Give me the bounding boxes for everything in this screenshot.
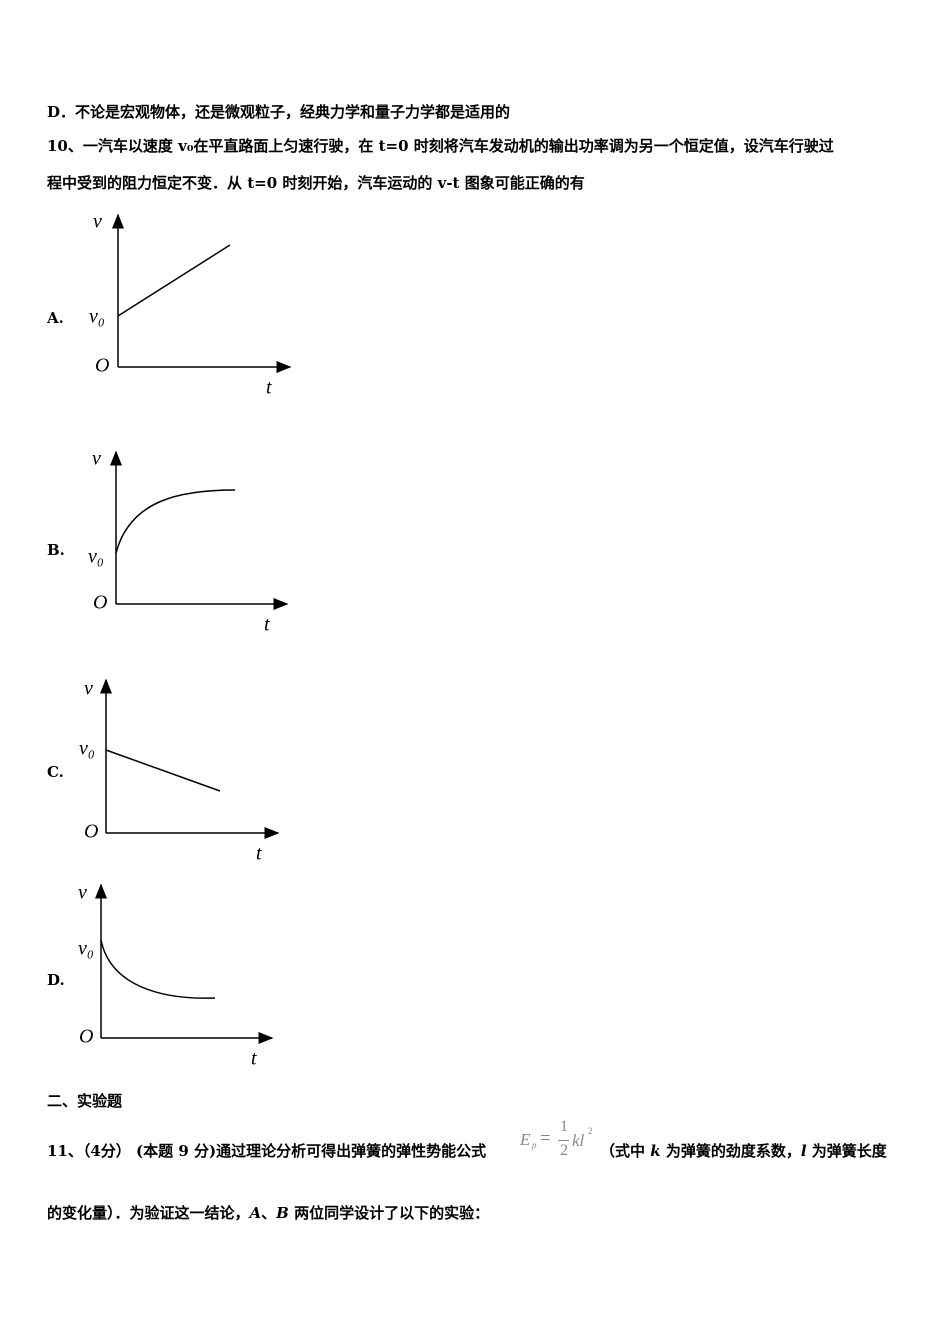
axis-label: O (93, 592, 107, 614)
graph-a: v v₀ O t (89, 211, 292, 399)
axis-label: t (256, 843, 262, 865)
option-label: B. (47, 541, 65, 559)
text: 、 (261, 1204, 277, 1222)
text: A (249, 1204, 262, 1222)
text: 为弹簧长度 (806, 1142, 887, 1160)
graph-d: v v₀ O t (78, 882, 274, 1070)
formula-part: 1 (560, 1118, 568, 1135)
axis-label: t (266, 377, 272, 399)
formula-part: 2 (588, 1126, 593, 1136)
text: 为弹簧的劲度系数， (660, 1142, 801, 1160)
curve (105, 749, 221, 792)
question-text: （式中 k 为弹簧的劲度系数，l 为弹簧长度 (600, 1141, 887, 1161)
text: k (650, 1142, 661, 1160)
graphs: v v₀ O t v v₀ O t v v₀ O t (78, 211, 292, 1070)
option-label: D. (47, 971, 65, 989)
question-text: 的变化量）．为验证这一结论，A、B 两位同学设计了以下的实验： (47, 1203, 489, 1223)
text: l (800, 1142, 807, 1160)
question-text: 10、一汽车以速度 v₀在平直路面上匀速行驶，在 t=0 时刻将汽车发动机的输出… (47, 137, 834, 155)
option-label: C. (47, 763, 64, 781)
question-text: 11、（4分） (本题 9 分)通过理论分析可得出弹簧的弹性势能公式 (47, 1142, 487, 1160)
option-text: 不论是宏观物体，还是微观粒子，经典力学和量子力学都是适用的 (75, 103, 511, 121)
option-line: D．不论是宏观物体，还是微观粒子，经典力学和量子力学都是适用的 (47, 102, 510, 122)
graph-c: v v₀ O t (79, 678, 280, 865)
axis-label: v (84, 678, 93, 700)
option-label: A. (47, 309, 64, 327)
text: （式中 (600, 1142, 651, 1160)
formula: E p = 1 2 kl 2 (518, 1118, 600, 1169)
section-title: 二、实验题 (47, 1092, 123, 1110)
text: 的变化量）．为验证这一结论， (47, 1204, 250, 1222)
formula-part: = (540, 1128, 551, 1149)
curve (115, 489, 236, 554)
option-label: D． (47, 103, 76, 121)
axis-label: v (92, 448, 101, 470)
formula-part: p (532, 1140, 537, 1150)
fraction-bar (558, 1140, 569, 1141)
graph-b: v v₀ O t (88, 448, 289, 636)
axis-label: v₀ (88, 546, 104, 568)
formula-part: E (520, 1130, 531, 1149)
axis-label: v (93, 211, 102, 233)
axis-label: t (264, 614, 270, 636)
formula-part: kl (572, 1131, 585, 1150)
curve (117, 244, 231, 317)
axis-label: v (78, 882, 87, 904)
axis-label: t (251, 1048, 257, 1070)
axis-label: v₀ (79, 738, 95, 760)
axis-label: O (79, 1026, 93, 1048)
text: B (276, 1204, 289, 1222)
axis-label: O (84, 821, 98, 843)
formula-part: 2 (560, 1142, 568, 1159)
curve (100, 939, 216, 999)
axis-label: v₀ (78, 938, 94, 960)
text: 两位同学设计了以下的实验： (288, 1204, 490, 1222)
axis-label: v₀ (89, 306, 105, 328)
axis-label: O (95, 355, 109, 377)
question-text: 程中受到的阻力恒定不变．从 t=0 时刻开始，汽车运动的 v-t 图象可能正确的… (47, 174, 585, 192)
